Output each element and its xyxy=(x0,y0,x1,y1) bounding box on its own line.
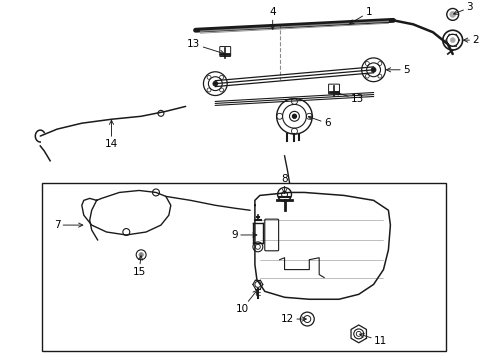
Text: 8: 8 xyxy=(281,174,288,193)
Text: 14: 14 xyxy=(105,120,118,149)
Circle shape xyxy=(293,114,296,118)
Text: 3: 3 xyxy=(454,3,473,14)
Circle shape xyxy=(139,253,143,257)
Text: 13: 13 xyxy=(335,91,364,104)
Text: 1: 1 xyxy=(350,8,372,24)
Circle shape xyxy=(371,67,376,72)
Text: 13: 13 xyxy=(187,39,224,54)
Text: 4: 4 xyxy=(270,8,276,29)
Text: 11: 11 xyxy=(360,333,387,346)
Text: 7: 7 xyxy=(54,220,83,230)
Text: 2: 2 xyxy=(464,35,479,45)
Circle shape xyxy=(213,81,218,86)
Text: 5: 5 xyxy=(387,65,410,75)
Text: 15: 15 xyxy=(132,256,146,276)
Text: 9: 9 xyxy=(231,230,257,240)
Text: 10: 10 xyxy=(236,290,257,314)
Text: 12: 12 xyxy=(281,314,306,324)
Circle shape xyxy=(450,12,456,17)
Bar xyxy=(42,183,446,351)
Text: 6: 6 xyxy=(308,116,330,128)
Circle shape xyxy=(450,38,455,42)
